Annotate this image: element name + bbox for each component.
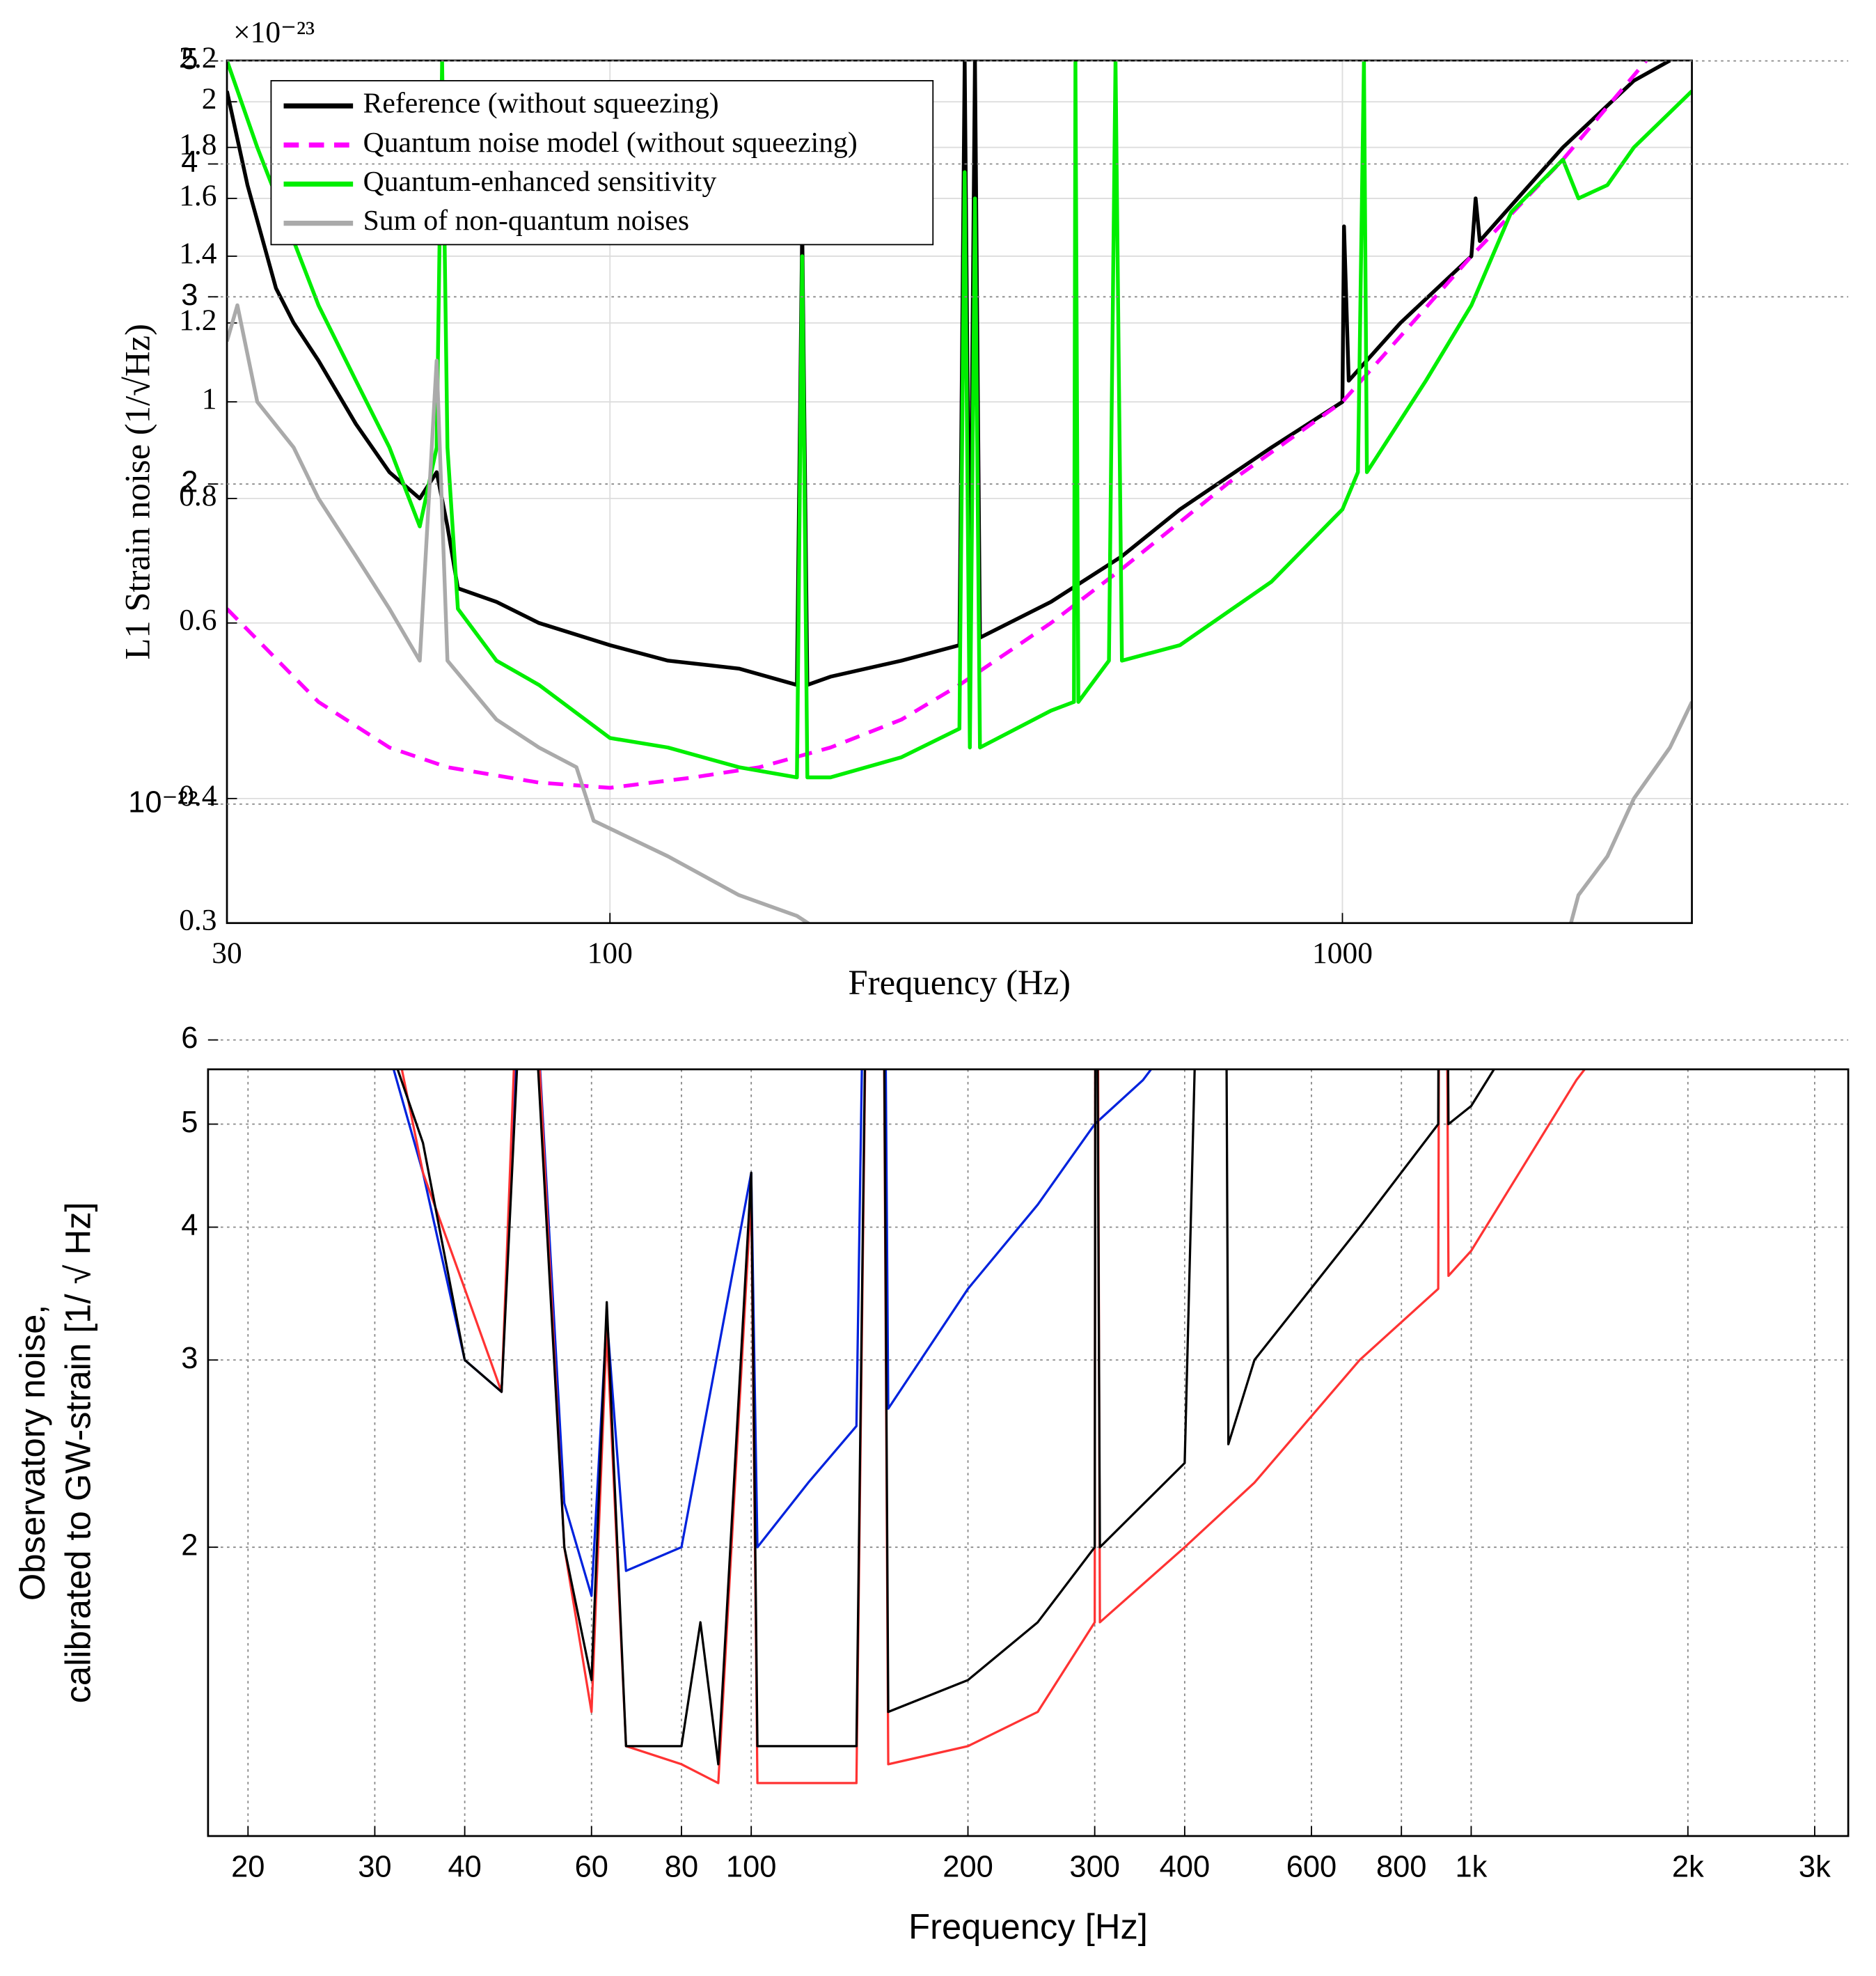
legend-label: Reference (without squeezing) (363, 88, 719, 120)
legend: Reference (without squeezing) Quantum noi… (270, 80, 934, 246)
x-tick-label: 30 (212, 936, 242, 970)
y-tick-label: 4 (181, 1209, 198, 1242)
series-line (392, 1069, 1153, 1597)
x-axis-label: Frequency [Hz] (908, 1906, 1148, 1946)
legend-label: Sum of non-quantum noises (363, 205, 689, 237)
y-tick-label: 1.8 (179, 128, 216, 162)
series-line (396, 1069, 1496, 1766)
plot-frame (207, 1068, 1850, 1837)
y-tick-label: 2.2 (179, 41, 216, 75)
x-tick-label: 600 (1286, 1851, 1337, 1884)
y-tick-label: 3 (181, 279, 198, 312)
y-tick-label: 0.4 (179, 779, 217, 813)
x-tick-label: 100 (588, 936, 633, 970)
x-tick-label: 1000 (1312, 936, 1373, 970)
y-tick-label: 10⁻²² (128, 785, 198, 819)
axis-multiplier: ×10⁻²³ (233, 16, 315, 49)
y-tick-label: 1.4 (179, 237, 217, 270)
series-line (227, 60, 1648, 790)
y-tick-label: 2 (181, 1529, 198, 1562)
x-tick-label: 80 (665, 1851, 698, 1884)
series-line (227, 303, 1692, 923)
y-axis-label: calibrated to GW-strain [1/ √ Hz] (58, 1202, 97, 1703)
y-tick-label: 3 (181, 1342, 198, 1375)
y-tick-label: 5 (181, 1106, 198, 1139)
y-tick-label: 2 (181, 466, 198, 499)
y-tick-label: 2 (202, 82, 217, 116)
legend-box (270, 80, 934, 246)
chart: 0.30.40.60.811.21.41.61.822.230 100 1000Fr… (118, 16, 1693, 1002)
x-axis-label: Frequency (Hz) (848, 963, 1071, 1002)
y-tick-label: 0.6 (179, 604, 216, 637)
legend-label: Quantum-enhanced sensitivity (363, 166, 717, 198)
y-tick-label: 4 (181, 146, 198, 179)
y-axis-label: L1 Strain noise (1/√Hz) (118, 324, 157, 660)
chart: 2 3 4 5 6 10⁻²² 2 3 4 5 20 30 40 60 80 100 200 300 400 600 8… (13, 42, 1850, 1946)
x-tick-label: 200 (943, 1851, 993, 1884)
x-tick-label: 1k (1455, 1851, 1487, 1884)
y-tick-label: 1 (202, 382, 217, 416)
x-tick-label: 800 (1376, 1851, 1427, 1884)
y-tick-label: 1.6 (179, 179, 216, 212)
x-tick-label: 100 (726, 1851, 777, 1884)
y-tick-label: 0.3 (179, 904, 216, 937)
x-tick-label: 60 (575, 1851, 608, 1884)
y-tick-label: 5 (181, 42, 198, 76)
x-tick-label: 400 (1160, 1851, 1211, 1884)
x-tick-label: 40 (448, 1851, 481, 1884)
y-tick-label: 6 (181, 1021, 198, 1055)
x-tick-label: 3k (1799, 1851, 1831, 1884)
x-tick-label: 20 (231, 1851, 265, 1884)
x-tick-label: 2k (1672, 1851, 1704, 1884)
y-axis-label: Observatory noise, (13, 1305, 52, 1601)
x-tick-label: 300 (1069, 1851, 1120, 1884)
legend-label: Quantum noise model (without squeezing) (363, 127, 858, 159)
x-tick-label: 30 (358, 1851, 391, 1884)
series-line (400, 1069, 1586, 1785)
y-tick-label: 1.2 (179, 304, 216, 337)
